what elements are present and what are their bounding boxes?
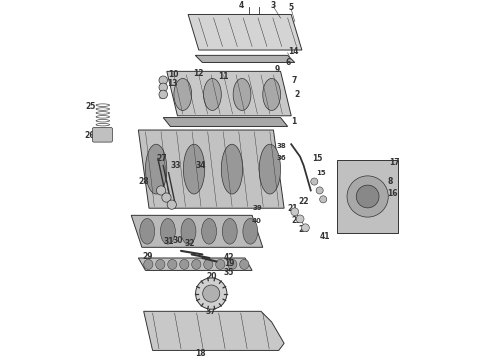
Ellipse shape [228,260,237,269]
Text: 10: 10 [169,71,179,80]
Ellipse shape [201,219,217,244]
Text: 1: 1 [291,117,296,126]
Ellipse shape [233,78,251,111]
Text: 34: 34 [196,161,206,170]
Ellipse shape [221,144,243,194]
Text: 14: 14 [288,47,298,56]
Ellipse shape [203,78,221,111]
Circle shape [291,208,299,216]
Text: 22: 22 [298,197,309,206]
Polygon shape [167,71,291,116]
Polygon shape [138,130,284,208]
Text: 17: 17 [389,158,400,167]
Text: 6: 6 [285,58,290,67]
Text: 12: 12 [194,69,204,78]
Ellipse shape [204,260,213,269]
Circle shape [159,90,168,99]
Text: 9: 9 [274,65,280,74]
Ellipse shape [222,219,237,244]
Polygon shape [144,311,284,350]
Text: 7: 7 [291,76,296,85]
Circle shape [159,83,168,91]
Text: 40: 40 [252,218,262,224]
Text: 5: 5 [289,3,294,12]
Circle shape [316,187,323,194]
Text: 24: 24 [298,225,309,234]
Text: 42: 42 [224,253,234,262]
Text: 35: 35 [224,268,234,277]
FancyBboxPatch shape [93,127,112,142]
Polygon shape [131,215,263,247]
Circle shape [296,215,304,223]
Text: 4: 4 [239,1,244,10]
Text: 27: 27 [156,154,167,163]
Text: 41: 41 [320,232,330,241]
Polygon shape [188,14,302,50]
Circle shape [311,178,318,185]
Circle shape [156,186,166,195]
Polygon shape [138,258,252,270]
Circle shape [347,176,388,217]
Text: 15: 15 [313,154,323,163]
Ellipse shape [243,219,258,244]
Ellipse shape [263,78,281,111]
Circle shape [162,193,171,202]
Text: 13: 13 [167,79,177,88]
Ellipse shape [183,144,205,194]
Circle shape [203,285,220,302]
Circle shape [301,224,309,232]
Text: 38: 38 [277,143,287,149]
Text: 11: 11 [219,72,229,81]
Text: 21: 21 [288,204,298,213]
Polygon shape [163,118,288,126]
Ellipse shape [160,219,175,244]
Text: 8: 8 [387,177,392,186]
Polygon shape [195,55,295,63]
Ellipse shape [168,260,177,269]
Circle shape [356,185,379,208]
Ellipse shape [181,219,196,244]
Text: 25: 25 [85,102,96,111]
Ellipse shape [216,260,225,269]
Ellipse shape [174,78,192,111]
Text: 32: 32 [185,239,195,248]
Ellipse shape [156,260,165,269]
Text: 29: 29 [142,252,152,261]
Circle shape [159,76,168,85]
Text: 19: 19 [224,259,234,268]
Circle shape [167,200,176,209]
Ellipse shape [192,260,201,269]
Ellipse shape [259,144,281,194]
Text: 23: 23 [291,216,302,225]
Text: 16: 16 [387,189,398,198]
Circle shape [319,196,327,203]
Text: 28: 28 [138,177,149,186]
Polygon shape [338,160,398,233]
Text: 20: 20 [206,272,217,281]
Text: 36: 36 [277,156,287,161]
Text: 3: 3 [271,1,276,10]
Text: 39: 39 [252,205,262,211]
Ellipse shape [144,260,153,269]
Text: 2: 2 [295,90,300,99]
Text: 30: 30 [172,236,183,245]
Ellipse shape [180,260,189,269]
Text: 33: 33 [171,161,181,170]
Circle shape [196,278,227,309]
Text: 31: 31 [163,238,174,247]
Ellipse shape [240,260,249,269]
Ellipse shape [146,144,167,194]
Text: 15: 15 [316,170,326,176]
Text: 26: 26 [84,131,95,140]
Text: 37: 37 [206,307,217,316]
Ellipse shape [140,219,155,244]
Text: 18: 18 [195,349,206,358]
